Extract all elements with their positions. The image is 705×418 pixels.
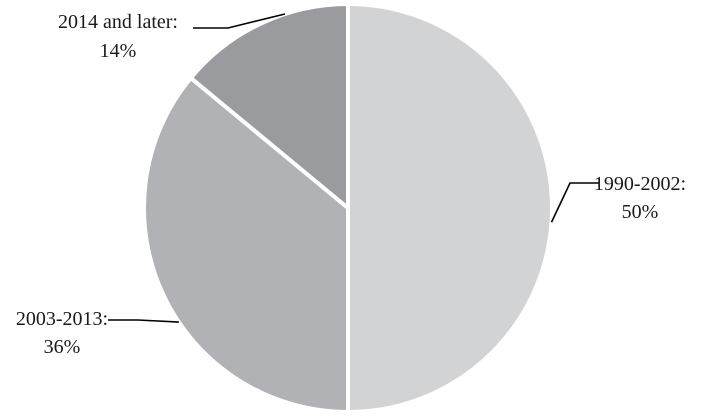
slice-percent-2003-2013: 36% [44, 336, 81, 358]
pie-slice-2014-and-later [188, 2, 350, 210]
slice-percent-1990-2002: 50% [622, 201, 659, 223]
leader-line-2014-and-later [193, 13, 286, 29]
leader-line-2003-2013 [108, 319, 179, 323]
slices-layer [142, 2, 554, 414]
slice-label-2014-and-later: 2014 and later: [58, 11, 178, 33]
slice-label-2003-2013: 2003-2013: [16, 308, 108, 330]
label-2014-and-later: 2014 and later: 14% [58, 11, 178, 62]
label-1990-2002: 1990-2002: 50% [594, 173, 686, 223]
pie-slice-2003-2013 [142, 75, 350, 414]
leader-line-1990-2002 [550, 182, 600, 223]
slice-percent-2014-and-later: 14% [100, 40, 137, 62]
slice-label-1990-2002: 1990-2002: [594, 173, 686, 195]
pie-slice-1990-2002 [346, 2, 554, 414]
leader-lines-layer [108, 13, 600, 323]
label-2003-2013: 2003-2013: 36% [16, 308, 108, 358]
